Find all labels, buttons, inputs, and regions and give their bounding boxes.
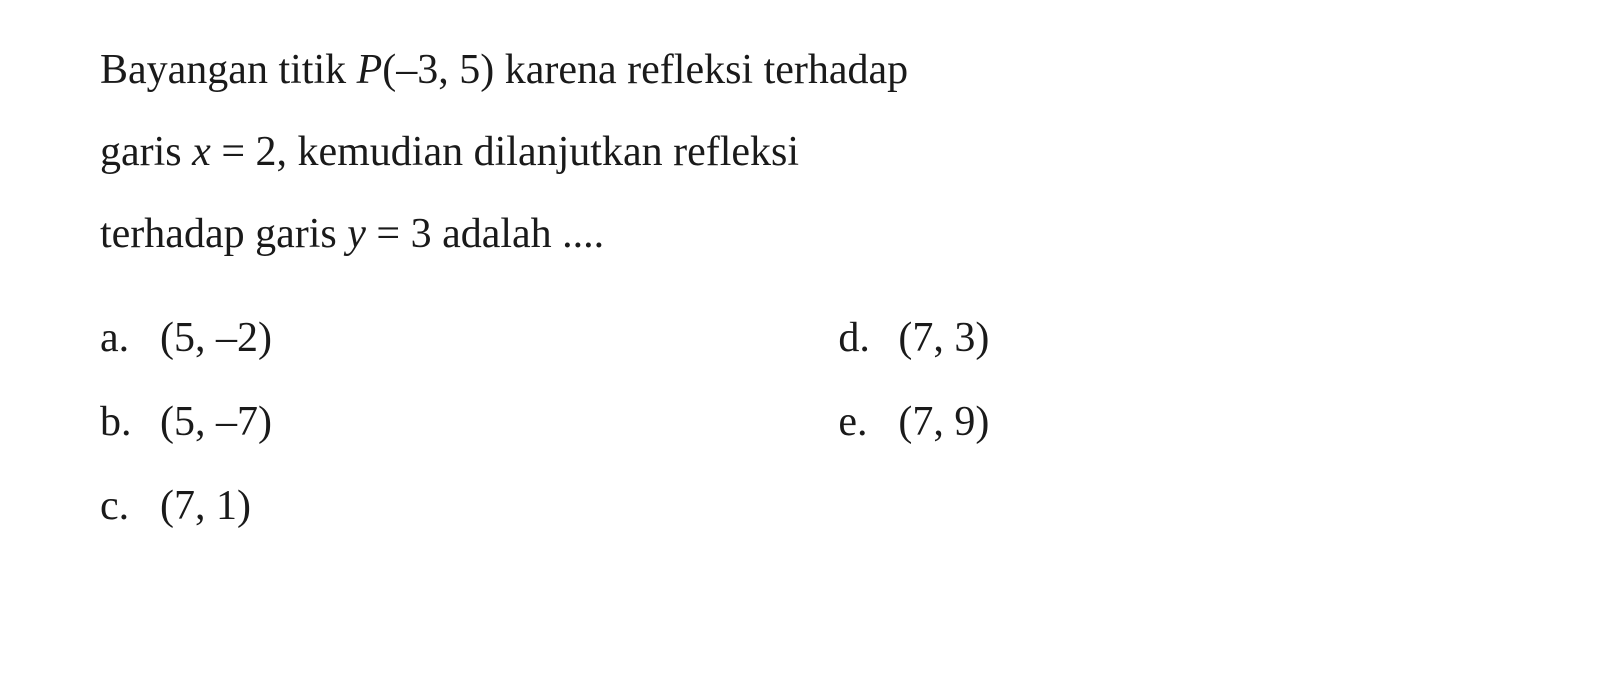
option-b: b. (5, –7) — [100, 380, 838, 464]
question-line3-part2: = 3 adalah .... — [366, 211, 604, 257]
option-c: c. (7, 1) — [100, 464, 838, 548]
option-c-value: (7, 1) — [160, 464, 838, 548]
option-d-value: (7, 3) — [898, 296, 1520, 380]
option-b-value: (5, –7) — [160, 380, 838, 464]
option-a: a. (5, –2) — [100, 296, 838, 380]
question-line3-part1: terhadap garis — [100, 211, 347, 257]
question-line1-part1: Bayangan titik — [100, 47, 357, 93]
option-e: e. (7, 9) — [838, 380, 1520, 464]
question-var-x: x — [192, 129, 211, 175]
option-a-label: a. — [100, 296, 160, 380]
option-b-label: b. — [100, 380, 160, 464]
question-line1-part2: (–3, 5) karena refleksi terhadap — [382, 47, 908, 93]
option-d-label: d. — [838, 296, 898, 380]
option-c-label: c. — [100, 464, 160, 548]
options-column-left: a. (5, –2) b. (5, –7) c. (7, 1) — [100, 296, 838, 548]
options-column-right: d. (7, 3) e. (7, 9) — [838, 296, 1520, 548]
question-point-var: P — [357, 47, 383, 93]
question-line2-part2: = 2, kemudian dilanjutkan refleksi — [211, 129, 799, 175]
question-var-y: y — [347, 211, 366, 257]
options-container: a. (5, –2) b. (5, –7) c. (7, 1) d. (7, 3… — [100, 296, 1520, 548]
question-text: Bayangan titik P(–3, 5) karena refleksi … — [100, 30, 1520, 276]
option-d: d. (7, 3) — [838, 296, 1520, 380]
option-e-label: e. — [838, 380, 898, 464]
question-line2-part1: garis — [100, 129, 192, 175]
option-a-value: (5, –2) — [160, 296, 838, 380]
option-e-value: (7, 9) — [898, 380, 1520, 464]
math-question-block: Bayangan titik P(–3, 5) karena refleksi … — [100, 30, 1520, 548]
